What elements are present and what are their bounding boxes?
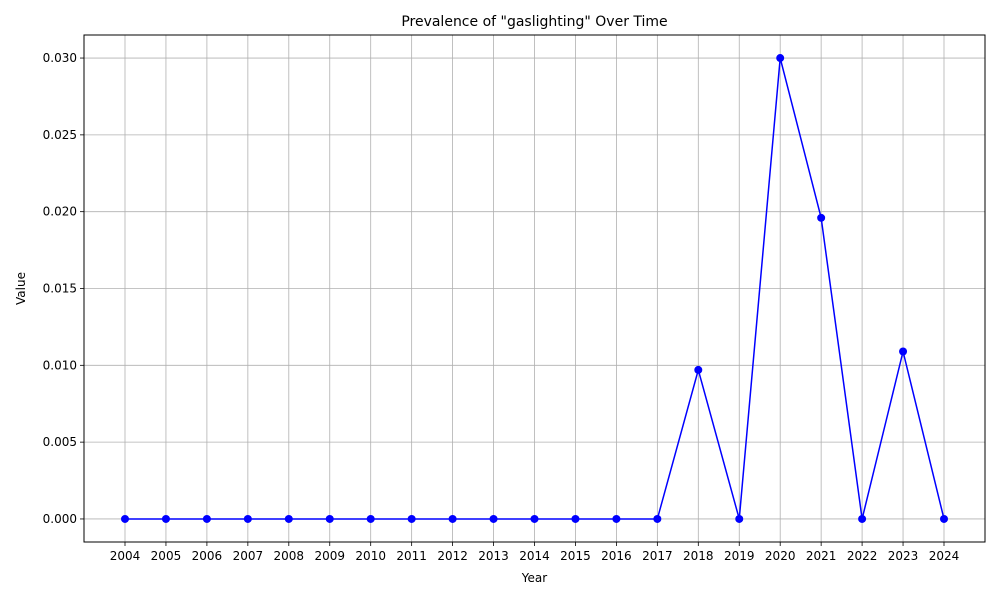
data-point [899, 347, 908, 356]
series-layer [121, 54, 948, 523]
data-point [817, 213, 826, 222]
x-tick-label: 2019 [724, 549, 755, 563]
x-tick-label: 2004 [110, 549, 141, 563]
x-tick-label: 2005 [151, 549, 182, 563]
data-point [530, 514, 539, 523]
x-tick-label: 2023 [888, 549, 919, 563]
data-point [325, 514, 334, 523]
data-point [612, 514, 621, 523]
x-tick-label: 2009 [314, 549, 345, 563]
x-tick-label: 2015 [560, 549, 591, 563]
data-point [489, 514, 498, 523]
data-point [202, 514, 211, 523]
x-tick-label: 2020 [765, 549, 796, 563]
x-tick-label: 2012 [437, 549, 468, 563]
x-tick-label: 2011 [396, 549, 427, 563]
x-tick-label: 2016 [601, 549, 632, 563]
data-point [940, 514, 948, 523]
data-point [121, 514, 129, 523]
y-tick-label: 0.010 [43, 358, 77, 372]
chart-title: Prevalence of "gaslighting" Over Time [401, 14, 667, 30]
x-tick-label: 2007 [233, 549, 264, 563]
data-point [284, 514, 293, 523]
y-tick-label: 0.020 [43, 205, 77, 219]
x-axis-title: Year [521, 571, 547, 585]
y-tick-label: 0.005 [43, 435, 77, 449]
x-tick-label: 2010 [355, 549, 386, 563]
x-tick-label: 2021 [806, 549, 837, 563]
y-axis-title: Value [14, 272, 28, 305]
data-point [776, 54, 785, 63]
x-tick-label: 2024 [929, 549, 960, 563]
data-point [653, 514, 662, 523]
axis-ticks: 2004 2005 2006 2007 2008 2009 2010 2011 2012 2013… [43, 51, 960, 563]
data-point [407, 514, 416, 523]
x-tick-label: 2006 [192, 549, 223, 563]
data-point [448, 514, 457, 523]
y-tick-label: 0.000 [43, 512, 77, 526]
x-tick-label: 2008 [274, 549, 305, 563]
x-tick-label: 2018 [683, 549, 714, 563]
y-tick-label: 0.030 [43, 51, 77, 65]
grid [84, 35, 985, 542]
x-tick-label: 2022 [847, 549, 878, 563]
data-point [735, 514, 744, 523]
data-point [161, 514, 170, 523]
data-point [694, 365, 703, 374]
x-tick-label: 2013 [478, 549, 509, 563]
data-point [243, 514, 252, 523]
x-tick-label: 2017 [642, 549, 673, 563]
y-tick-label: 0.025 [43, 128, 77, 142]
data-point [366, 514, 375, 523]
data-point [858, 514, 867, 523]
x-tick-label: 2014 [519, 549, 550, 563]
data-point [571, 514, 580, 523]
y-tick-label: 0.015 [43, 282, 77, 296]
